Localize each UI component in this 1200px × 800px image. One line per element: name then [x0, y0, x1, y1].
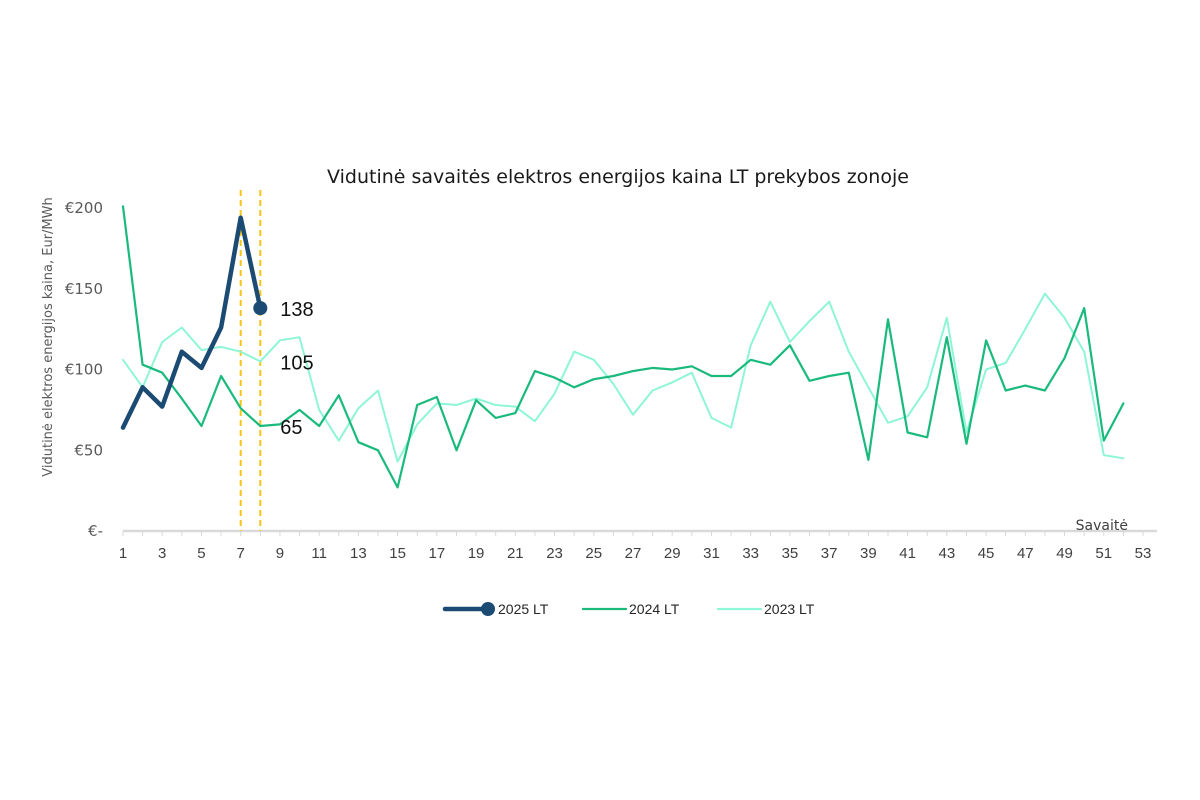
- legend-label: 2023 LT: [764, 601, 815, 617]
- y-tick-label: €-: [88, 522, 103, 540]
- y-tick-label: €200: [65, 199, 103, 217]
- x-tick-label: 51: [1095, 545, 1112, 562]
- series-line-2024-lt: [121, 205, 1125, 489]
- legend: 2025 LT 2024 LT 2023 LT: [442, 601, 815, 617]
- y-axis-title: Vidutinė elektros energijos kaina, Eur/M…: [41, 197, 56, 476]
- x-tick-label: 37: [821, 545, 838, 562]
- x-tick-label: 19: [468, 545, 485, 562]
- x-tick-label: 13: [350, 545, 367, 562]
- data-label: 105: [280, 352, 313, 374]
- series-layer: [120, 205, 1125, 489]
- x-tick-label: 45: [978, 545, 995, 562]
- x-axis-title: Savaitė: [1076, 518, 1128, 534]
- x-tick-label: 11: [311, 545, 327, 562]
- x-tick-label: 49: [1056, 545, 1073, 562]
- data-labels: 138 105 65: [280, 299, 313, 439]
- y-axis-ticks: €- €50 €100 €150 €200: [65, 199, 103, 540]
- x-tick-label: 1: [119, 545, 127, 562]
- x-axis: 1 3 5 7 9 11 13 15 17 19 21 23 25 27 29 31 33 35 37 39 41 43 4…: [119, 529, 1157, 562]
- x-tick-label: 5: [197, 545, 205, 562]
- x-tick-label: 27: [625, 545, 642, 562]
- x-tick-label: 39: [860, 545, 877, 562]
- legend-marker: [481, 602, 495, 616]
- series-line-2023-lt: [122, 292, 1125, 463]
- x-tick-label: 29: [664, 545, 681, 562]
- x-tick-label: 25: [585, 545, 602, 562]
- y-tick-label: €50: [74, 441, 103, 459]
- x-tick-label: 23: [546, 545, 563, 562]
- x-tick-label: 15: [389, 545, 406, 562]
- chart-title: Vidutinė savaitės elektros energijos kai…: [327, 166, 909, 188]
- data-label: 65: [280, 417, 302, 439]
- x-tick-label: 33: [742, 545, 759, 562]
- series-line-2025-lt: [120, 215, 263, 430]
- y-tick-label: €100: [65, 361, 103, 379]
- x-tick-label: 41: [899, 545, 916, 562]
- legend-label: 2024 LT: [629, 601, 680, 617]
- x-tick-label: 9: [276, 545, 284, 562]
- x-tick-label: 35: [782, 545, 799, 562]
- x-tick-label: 21: [507, 545, 524, 562]
- x-tick-label: 31: [703, 545, 720, 562]
- x-tick-label: 53: [1135, 545, 1152, 562]
- x-tick-label: 7: [237, 545, 245, 562]
- x-tick-label: 43: [939, 545, 956, 562]
- legend-label: 2025 LT: [498, 601, 549, 617]
- x-tick-label: 3: [158, 545, 166, 562]
- x-tick-label: 17: [429, 545, 446, 562]
- x-tick-label: 47: [1017, 545, 1034, 562]
- data-label: 138: [280, 299, 313, 321]
- y-tick-label: €150: [65, 280, 103, 298]
- series-end-marker: [253, 301, 268, 316]
